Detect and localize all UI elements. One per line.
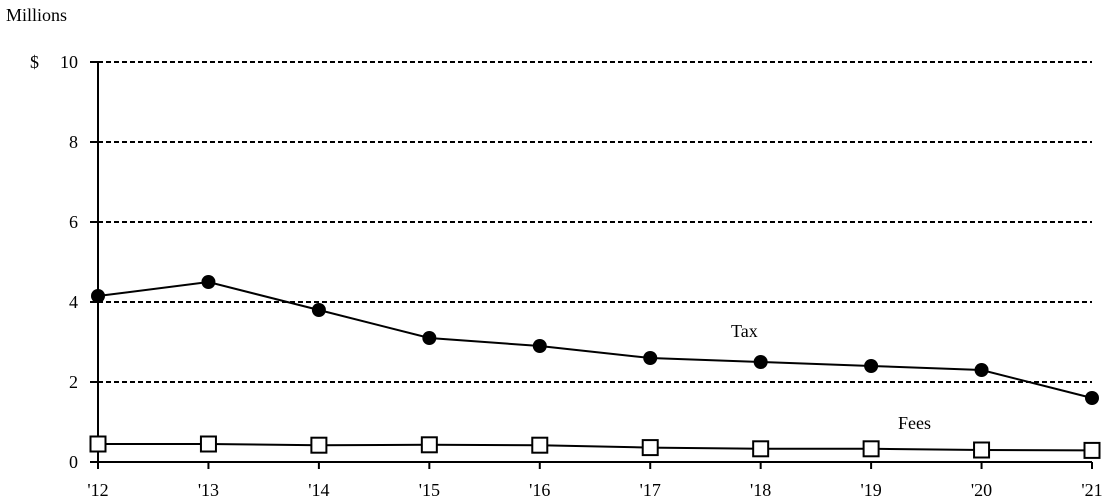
x-tick-label-3: '15 — [419, 480, 440, 500]
point-tax-7 — [864, 359, 879, 373]
x-tick-label-9: '21 — [1081, 480, 1102, 500]
y-unit-label: Millions — [6, 5, 67, 25]
point-tax-8 — [974, 363, 989, 377]
point-tax-3 — [422, 331, 437, 345]
x-tick-label-5: '17 — [640, 480, 661, 500]
point-tax-9 — [1085, 391, 1099, 405]
point-tax-5 — [643, 351, 658, 365]
x-tick-label-4: '16 — [529, 480, 550, 500]
x-tick-label-6: '18 — [750, 480, 771, 500]
x-tick-label-0: '12 — [87, 480, 108, 500]
y-prefix: $ — [30, 52, 39, 72]
point-tax-4 — [532, 339, 547, 353]
point-fees-9 — [1083, 441, 1101, 459]
series-layer — [89, 275, 1101, 459]
point-fees-6 — [752, 440, 770, 458]
y-tick-label-0: 0 — [69, 452, 78, 472]
x-tick-label-7: '19 — [860, 480, 881, 500]
point-fees-7 — [862, 440, 880, 458]
y-tick-label-8: 8 — [69, 132, 78, 152]
point-tax-1 — [201, 275, 216, 289]
point-fees-1 — [199, 435, 217, 453]
gridlines — [98, 61, 1092, 383]
x-tick-label-8: '20 — [971, 480, 992, 500]
point-tax-6 — [753, 355, 768, 369]
point-fees-8 — [973, 441, 991, 459]
point-tax-2 — [311, 303, 326, 317]
y-tick-label-10: 10 — [60, 52, 78, 72]
x-tick-label-2: '14 — [308, 480, 329, 500]
point-tax-0 — [91, 289, 105, 303]
y-ticks: 0 2 4 6 8 10 — [60, 52, 98, 472]
point-fees-0 — [89, 435, 107, 453]
x-tick-label-1: '13 — [198, 480, 219, 500]
y-tick-label-4: 4 — [69, 292, 78, 312]
y-tick-label-6: 6 — [69, 212, 78, 232]
point-fees-5 — [641, 439, 659, 457]
x-ticks: '12 '13 '14 '15 '16 '17 '18 '19 '20 '21 — [87, 462, 1103, 500]
series-line-fees — [98, 443, 1093, 452]
y-tick-label-2: 2 — [69, 372, 78, 392]
series-label-tax: Tax — [731, 321, 758, 341]
point-fees-3 — [420, 436, 438, 454]
series-label-fees: Fees — [898, 413, 931, 433]
point-fees-2 — [310, 436, 328, 454]
point-fees-4 — [531, 436, 549, 454]
series-line-tax — [97, 280, 1093, 399]
